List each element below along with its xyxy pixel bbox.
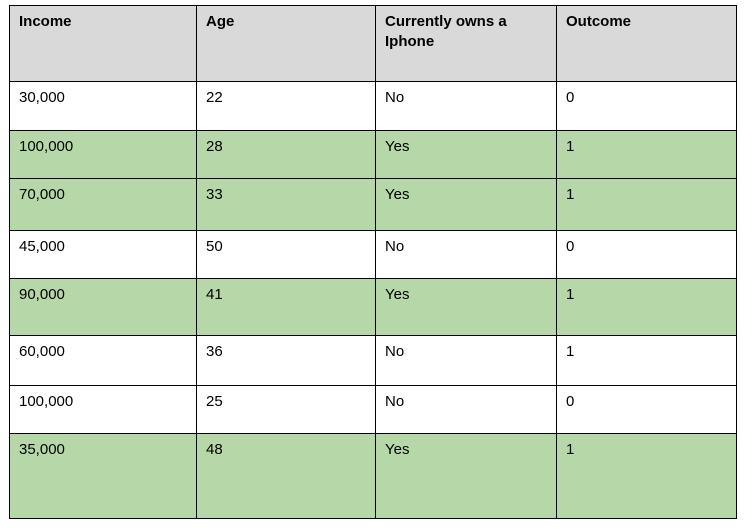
header-row: Income Age Currently owns a Iphone Outco… bbox=[9, 5, 737, 82]
table-cell: Yes bbox=[375, 178, 557, 231]
table-cell: 30,000 bbox=[9, 81, 197, 131]
table-cell: 1 bbox=[556, 433, 737, 519]
table-cell: No bbox=[375, 230, 557, 279]
table-cell: 45,000 bbox=[9, 230, 197, 279]
header-cell-owns-iphone: Currently owns a Iphone bbox=[375, 5, 557, 82]
table-cell: 1 bbox=[556, 335, 737, 386]
table-cell: 1 bbox=[556, 178, 737, 231]
table-cell: 28 bbox=[196, 130, 376, 179]
table-cell: 35,000 bbox=[9, 433, 197, 519]
table-cell: 50 bbox=[196, 230, 376, 279]
table-cell: 1 bbox=[556, 278, 737, 336]
header-cell-outcome: Outcome bbox=[556, 5, 737, 82]
table-cell: 1 bbox=[556, 130, 737, 179]
table-header: Income Age Currently owns a Iphone Outco… bbox=[9, 5, 737, 82]
table-row: 90,000 41 Yes 1 bbox=[9, 278, 737, 336]
table-row: 30,000 22 No 0 bbox=[9, 81, 737, 131]
header-cell-income: Income bbox=[9, 5, 197, 82]
table-cell: 100,000 bbox=[9, 385, 197, 434]
table-cell: No bbox=[375, 335, 557, 386]
header-cell-age: Age bbox=[196, 5, 376, 82]
table-cell: No bbox=[375, 81, 557, 131]
table-cell: Yes bbox=[375, 433, 557, 519]
table-body: 30,000 22 No 0 100,000 28 Yes 1 70,000 33 Yes 1 45,0… bbox=[9, 81, 737, 519]
table-row: 60,000 36 No 1 bbox=[9, 335, 737, 386]
table-cell: No bbox=[375, 385, 557, 434]
table-cell: 0 bbox=[556, 385, 737, 434]
table-cell: 100,000 bbox=[9, 130, 197, 179]
table-cell: 0 bbox=[556, 81, 737, 131]
table-cell: 25 bbox=[196, 385, 376, 434]
table-cell: 90,000 bbox=[9, 278, 197, 336]
table-row: 100,000 25 No 0 bbox=[9, 385, 737, 434]
table-cell: Yes bbox=[375, 130, 557, 179]
table-cell: 22 bbox=[196, 81, 376, 131]
table-cell: 48 bbox=[196, 433, 376, 519]
table-cell: 33 bbox=[196, 178, 376, 231]
table-row: 100,000 28 Yes 1 bbox=[9, 130, 737, 179]
table-row: 45,000 50 No 0 bbox=[9, 230, 737, 279]
table-cell: Yes bbox=[375, 278, 557, 336]
table-cell: 0 bbox=[556, 230, 737, 279]
table-cell: 41 bbox=[196, 278, 376, 336]
data-table: Income Age Currently owns a Iphone Outco… bbox=[9, 5, 737, 519]
table-cell: 36 bbox=[196, 335, 376, 386]
table-row: 70,000 33 Yes 1 bbox=[9, 178, 737, 231]
table-row: 35,000 48 Yes 1 bbox=[9, 433, 737, 519]
table-cell: 60,000 bbox=[9, 335, 197, 386]
table-cell: 70,000 bbox=[9, 178, 197, 231]
